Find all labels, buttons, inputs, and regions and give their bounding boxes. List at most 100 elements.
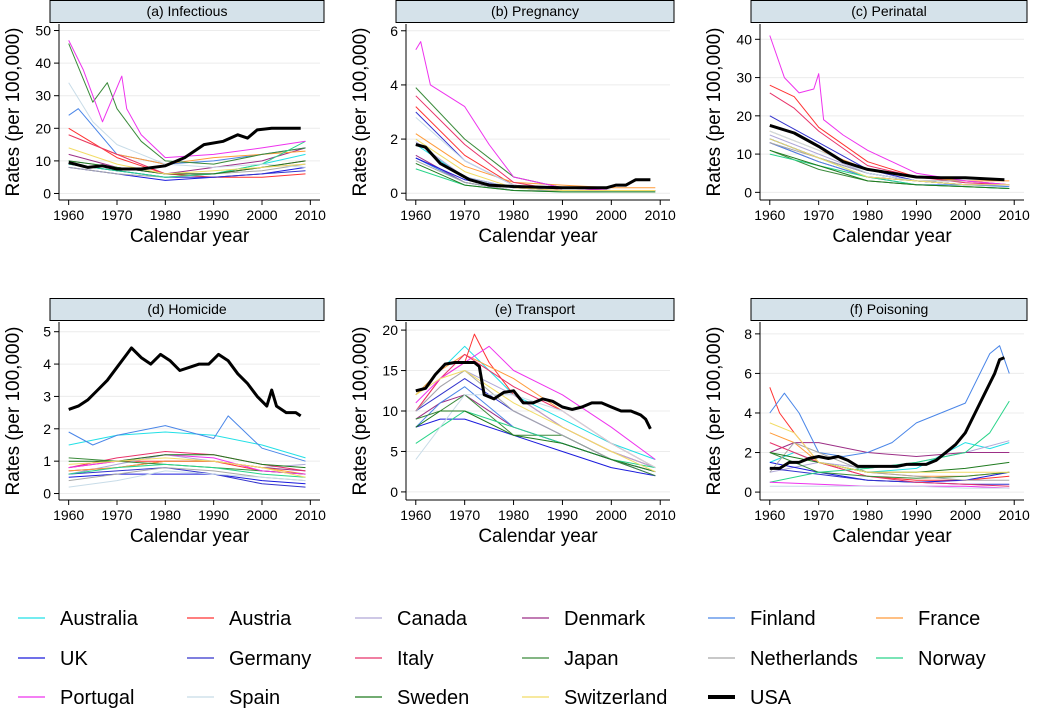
series-line-italy <box>769 92 1010 186</box>
series-line-portugal <box>68 454 306 475</box>
legend: Australia Austria Canada Denmark Finland Fran… <box>18 608 986 709</box>
legend-item-spain: Spain <box>187 687 280 709</box>
series-line-switzerland <box>68 457 306 478</box>
y-tick-label: 0 <box>390 185 398 201</box>
y-tick-label: 1 <box>43 453 51 469</box>
legend-label: USA <box>750 687 792 709</box>
legend-label: Denmark <box>564 608 646 630</box>
x-tick-label: 2000 <box>950 207 981 223</box>
legend-label: Sweden <box>397 687 469 709</box>
y-tick-label: 0 <box>390 484 398 500</box>
series-line-germany <box>769 115 1010 186</box>
panel-strip <box>49 0 325 23</box>
x-tick-label: 1960 <box>400 507 431 523</box>
x-tick-label: 2010 <box>295 507 326 523</box>
legend-label: Japan <box>564 648 619 670</box>
series-line-france <box>68 460 306 475</box>
panel-title: (c) Perinatal <box>851 3 926 19</box>
legend-label: Finland <box>750 608 816 630</box>
y-tick-label: 0 <box>43 486 51 502</box>
y-tick-label: 3 <box>43 388 51 404</box>
series-line-sweden <box>769 149 1010 189</box>
legend-label: France <box>918 608 980 630</box>
y-tick-label: 2 <box>390 131 398 147</box>
x-tick-label: 1970 <box>449 207 480 223</box>
x-tick-label: 2010 <box>645 207 676 223</box>
x-axis-title: Calendar year <box>832 526 952 547</box>
y-tick-label: 0 <box>744 184 752 200</box>
y-tick-label: 10 <box>35 153 51 169</box>
y-axis-title: Rates (per 100,000) <box>704 28 725 197</box>
series-line-usa <box>415 361 652 430</box>
legend-label: Australia <box>60 608 139 630</box>
x-axis-title: Calendar year <box>130 226 250 247</box>
x-tick-label: 1990 <box>547 507 578 523</box>
x-tick-label: 2010 <box>295 207 326 223</box>
series-line-spain <box>415 394 656 469</box>
y-tick-label: 15 <box>382 363 398 379</box>
legend-item-france: France <box>876 608 980 630</box>
series-line-switzerland <box>769 138 1010 186</box>
y-tick-label: 0 <box>43 185 51 201</box>
y-tick-label: 6 <box>744 365 752 381</box>
series-line-finland <box>68 415 306 462</box>
y-tick-label: 10 <box>382 403 398 419</box>
x-tick-label: 1990 <box>198 507 229 523</box>
series-line-germany <box>68 467 306 488</box>
x-tick-label: 2010 <box>999 507 1030 523</box>
panel-strip <box>750 0 1028 23</box>
y-tick-label: 10 <box>736 146 752 162</box>
panel-strip <box>395 0 675 23</box>
panel-c-perinatal: (c) Perinatal 0 10 20 30 40 1960 1970 1980 1990 20… <box>704 0 1030 247</box>
x-tick-label: 1980 <box>852 507 883 523</box>
y-tick-label: 5 <box>43 324 51 340</box>
x-tick-label: 1980 <box>498 507 529 523</box>
y-tick-label: 2 <box>744 445 752 461</box>
series-line-japan <box>415 394 656 477</box>
x-tick-label: 1980 <box>150 207 181 223</box>
series-line-italy <box>68 451 306 472</box>
y-tick-label: 40 <box>736 31 752 47</box>
legend-item-switzerland: Switzerland <box>522 687 667 709</box>
legend-item-portugal: Portugal <box>18 687 135 709</box>
series-line-australia <box>68 431 306 459</box>
series-line-usa <box>68 346 302 418</box>
y-axis-title: Rates (per 100,000) <box>350 28 371 197</box>
x-tick-label: 1970 <box>803 207 834 223</box>
x-tick-label: 1980 <box>852 207 883 223</box>
series-line-portugal <box>415 345 656 460</box>
panel-title: (e) Transport <box>495 301 575 317</box>
series-line-usa <box>415 143 651 190</box>
x-tick-label: 1970 <box>101 507 132 523</box>
x-tick-label: 1970 <box>449 507 480 523</box>
legend-item-japan: Japan <box>522 648 619 670</box>
legend-item-usa: USA <box>708 687 792 709</box>
y-axis-title: Rates (per 100,000) <box>3 28 24 197</box>
x-tick-label: 1980 <box>150 507 181 523</box>
x-axis-title: Calendar year <box>832 226 952 247</box>
y-tick-label: 30 <box>35 88 51 104</box>
x-tick-label: 1980 <box>498 207 529 223</box>
y-axis-title: Rates (per 100,000) <box>704 327 725 496</box>
legend-label: UK <box>60 648 88 670</box>
x-tick-label: 1990 <box>547 207 578 223</box>
series-line-france <box>415 133 656 189</box>
panel-title: (d) Homicide <box>147 301 227 317</box>
y-tick-label: 8 <box>744 326 752 342</box>
series-line-switzerland <box>415 370 656 473</box>
series-line-norway <box>68 140 306 178</box>
series-line-portugal <box>68 40 306 159</box>
series-line-spain <box>769 485 1010 489</box>
panel-strip <box>750 298 1028 321</box>
legend-item-austria: Austria <box>187 608 292 630</box>
x-tick-label: 2000 <box>246 507 277 523</box>
x-axis-title: Calendar year <box>478 526 598 547</box>
panel-d-homicide: (d) Homicide 0 1 2 3 4 5 1960 1970 1980 1990 2000 20… <box>3 298 326 547</box>
legend-item-finland: Finland <box>708 608 816 630</box>
legend-item-australia: Australia <box>18 608 139 630</box>
x-tick-label: 1960 <box>53 507 84 523</box>
legend-label: Italy <box>397 648 434 670</box>
series-line-portugal <box>415 41 656 191</box>
series-line-japan <box>769 452 1010 479</box>
